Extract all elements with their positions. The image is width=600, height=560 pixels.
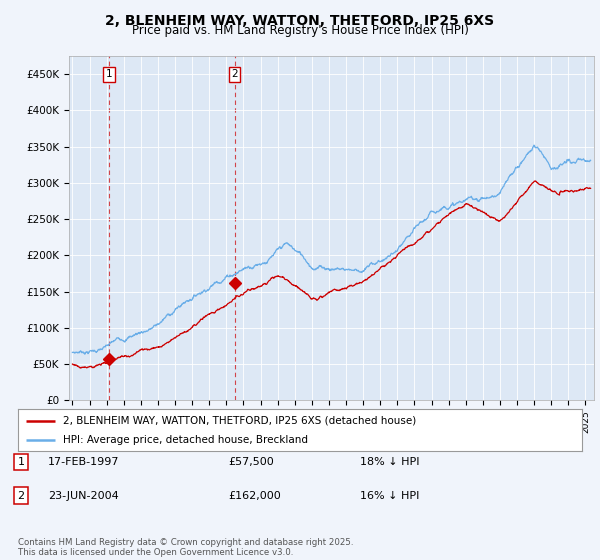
Text: 1: 1 bbox=[17, 457, 25, 467]
Text: 17-FEB-1997: 17-FEB-1997 bbox=[48, 457, 119, 467]
Text: £57,500: £57,500 bbox=[228, 457, 274, 467]
Text: 16% ↓ HPI: 16% ↓ HPI bbox=[360, 491, 419, 501]
Text: 1: 1 bbox=[106, 69, 112, 79]
Text: 18% ↓ HPI: 18% ↓ HPI bbox=[360, 457, 419, 467]
Text: £162,000: £162,000 bbox=[228, 491, 281, 501]
Text: 2: 2 bbox=[17, 491, 25, 501]
Text: 23-JUN-2004: 23-JUN-2004 bbox=[48, 491, 119, 501]
Text: 2, BLENHEIM WAY, WATTON, THETFORD, IP25 6XS (detached house): 2, BLENHEIM WAY, WATTON, THETFORD, IP25 … bbox=[63, 416, 416, 426]
Text: Contains HM Land Registry data © Crown copyright and database right 2025.
This d: Contains HM Land Registry data © Crown c… bbox=[18, 538, 353, 557]
Text: Price paid vs. HM Land Registry's House Price Index (HPI): Price paid vs. HM Land Registry's House … bbox=[131, 24, 469, 36]
Text: 2, BLENHEIM WAY, WATTON, THETFORD, IP25 6XS: 2, BLENHEIM WAY, WATTON, THETFORD, IP25 … bbox=[106, 14, 494, 28]
Text: 2: 2 bbox=[231, 69, 238, 79]
Text: HPI: Average price, detached house, Breckland: HPI: Average price, detached house, Brec… bbox=[63, 435, 308, 445]
